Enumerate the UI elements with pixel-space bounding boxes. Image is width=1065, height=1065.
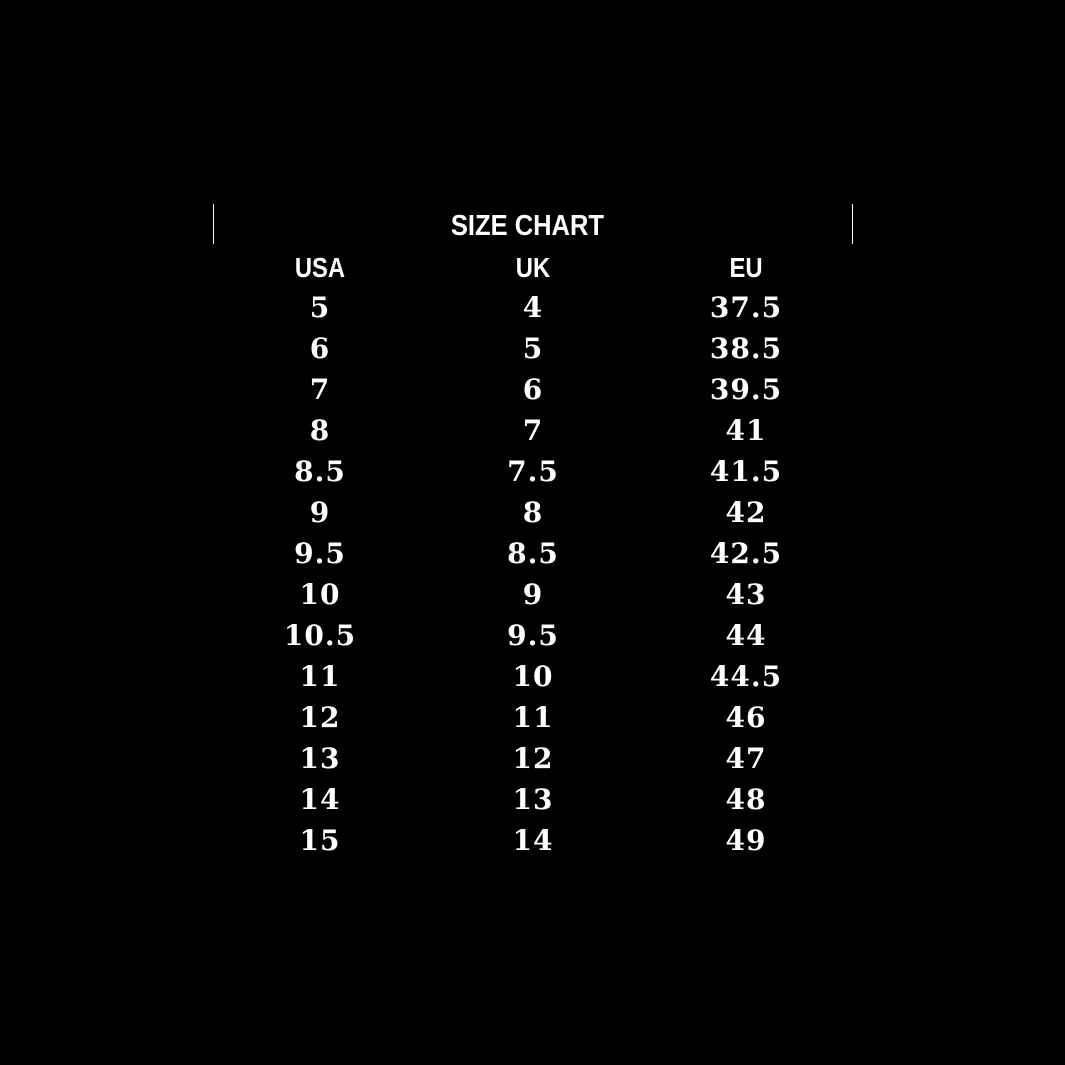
- size-cell-usa: 6: [309, 332, 331, 365]
- size-cell-usa: 10: [299, 578, 341, 611]
- size-cell-uk: 11: [512, 701, 554, 734]
- size-cell-usa: 15: [299, 824, 341, 857]
- size-cell-uk: 13: [512, 783, 554, 816]
- size-cell-usa: 13: [299, 742, 341, 775]
- size-cell-eu: 49: [725, 824, 767, 857]
- size-cell-usa: 8: [309, 414, 331, 447]
- size-cell-eu: 46: [725, 701, 767, 734]
- size-cell-usa: 10.5: [283, 619, 357, 652]
- size-cell-eu: 37.5: [709, 291, 783, 324]
- size-cell-usa: 12: [299, 701, 341, 734]
- size-cell-eu: 48: [725, 783, 767, 816]
- size-cell-eu: 39.5: [709, 373, 783, 406]
- size-cell-usa: 5: [309, 291, 331, 324]
- size-cell-uk: 7: [522, 414, 544, 447]
- size-cell-uk: 10: [512, 660, 554, 693]
- size-cell-eu: 41: [725, 414, 767, 447]
- size-chart-title: SIZE CHART: [450, 210, 604, 242]
- column-header-uk: UK: [515, 252, 551, 283]
- size-cell-uk: 7.5: [507, 455, 559, 488]
- size-cell-usa: 9.5: [294, 537, 346, 570]
- size-cell-uk: 8: [522, 496, 544, 529]
- size-cell-usa: 7: [309, 373, 331, 406]
- size-cell-uk: 14: [512, 824, 554, 857]
- size-cell-uk: 9.5: [507, 619, 559, 652]
- size-cell-eu: 43: [725, 578, 767, 611]
- right-divider: [852, 204, 853, 244]
- left-divider: [213, 204, 214, 244]
- size-cell-usa: 14: [299, 783, 341, 816]
- size-cell-usa: 11: [299, 660, 341, 693]
- size-cell-uk: 8.5: [507, 537, 559, 570]
- size-cell-uk: 9: [522, 578, 544, 611]
- size-cell-uk: 12: [512, 742, 554, 775]
- size-cell-eu: 42: [725, 496, 767, 529]
- size-cell-eu: 41.5: [709, 455, 783, 488]
- size-cell-eu: 38.5: [709, 332, 783, 365]
- size-cell-uk: 4: [522, 291, 544, 324]
- column-header-eu: EU: [729, 252, 763, 283]
- size-cell-eu: 44.5: [709, 660, 783, 693]
- column-header-usa: USA: [294, 252, 346, 283]
- size-cell-uk: 5: [522, 332, 544, 365]
- size-cell-eu: 44: [725, 619, 767, 652]
- size-cell-usa: 9: [309, 496, 331, 529]
- size-cell-uk: 6: [522, 373, 544, 406]
- size-cell-usa: 8.5: [294, 455, 346, 488]
- size-cell-eu: 42.5: [709, 537, 783, 570]
- size-cell-eu: 47: [725, 742, 767, 775]
